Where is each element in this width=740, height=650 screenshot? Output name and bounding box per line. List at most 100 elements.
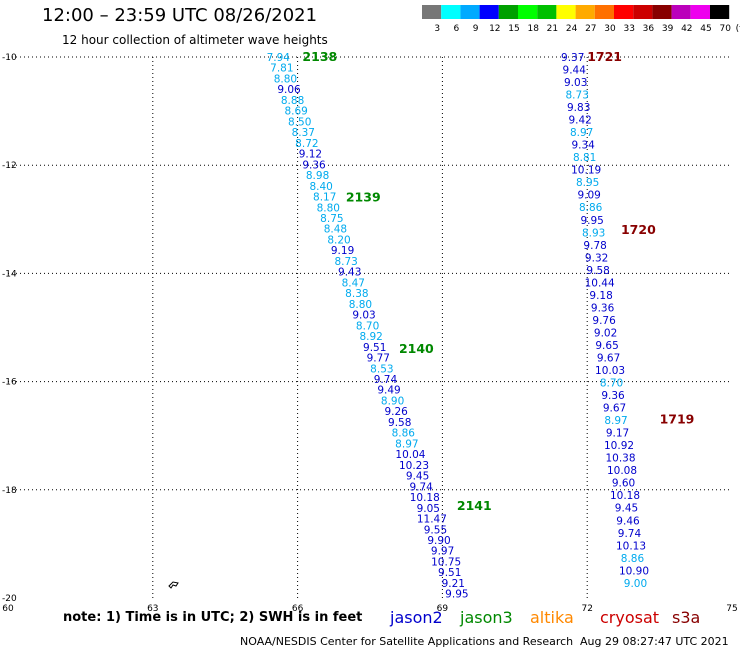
lon-tick: 66 (292, 604, 304, 614)
wave-height-value: 8.97 (395, 438, 418, 450)
lon-tick: 60 (2, 604, 14, 614)
wave-height-value: 9.97 (431, 546, 454, 558)
wave-height-value: 9.95 (580, 215, 603, 227)
wave-height-value: 9.36 (601, 390, 625, 402)
legend-label: 39 (662, 24, 674, 34)
wave-height-value: 8.73 (566, 90, 589, 102)
legend-swatch (671, 5, 691, 19)
wave-height-value: 9.44 (563, 65, 587, 77)
wave-height-value: 9.67 (597, 352, 620, 364)
wave-height-value: 10.13 (616, 540, 646, 552)
pass-labels: 2138 2139 2140 2141 1721 1720 1719 (302, 49, 694, 513)
wave-height-value: 8.80 (274, 73, 297, 85)
wave-height-value: 9.90 (427, 535, 450, 547)
wave-height-value: 9.21 (442, 578, 465, 590)
wave-height-value: 9.09 (577, 190, 600, 202)
wave-height-value: 9.60 (612, 478, 635, 490)
legend-label: 24 (566, 24, 578, 34)
wave-height-value: 8.93 (582, 227, 605, 239)
legend-swatch (614, 5, 634, 19)
wave-height-value: 9.74 (374, 374, 398, 386)
wave-height-value: 9.32 (585, 252, 608, 264)
wave-height-value: 8.90 (381, 395, 404, 407)
wave-height-value: 9.46 (616, 515, 640, 527)
lat-tick: -12 (2, 161, 17, 171)
satellite-name-cryosat: cryosat (600, 608, 660, 627)
wave-height-value: 10.18 (410, 492, 440, 504)
satellite-name-altika: altika (530, 608, 574, 627)
wave-height-value: 8.72 (295, 138, 318, 150)
wave-height-value: 9.67 (603, 403, 626, 415)
lat-tick: -20 (2, 594, 17, 604)
wave-height-value: 8.95 (576, 177, 599, 189)
wave-height-value: 8.38 (345, 288, 368, 300)
legend-label: 36 (643, 24, 655, 34)
wave-height-value: 8.20 (327, 234, 350, 246)
wave-height-value: 9.34 (571, 140, 595, 152)
wave-height-value: 9.00 (624, 578, 647, 590)
legend-label: 45 (700, 24, 711, 34)
satellite-name-s3a: s3a (672, 608, 701, 627)
wave-height-value: 7.81 (270, 63, 293, 75)
wave-height-value: 9.74 (409, 481, 433, 493)
wave-height-value: 8.70 (600, 378, 623, 390)
lon-tick: 75 (726, 604, 737, 614)
pass-number-label: 2139 (346, 190, 381, 205)
legend-swatch (690, 5, 710, 19)
wave-height-value: 9.02 (594, 327, 617, 339)
wave-height-value: 9.77 (367, 353, 390, 365)
wave-height-value: 10.90 (619, 565, 649, 577)
lat-tick: -14 (2, 269, 17, 279)
legend-label: 9 (473, 24, 479, 34)
wave-height-value: 9.37 (561, 52, 584, 64)
map-grid (8, 56, 732, 598)
legend-unit: (ft) (736, 24, 740, 34)
legend-swatch (537, 5, 557, 19)
pass-number-label: 2141 (457, 498, 492, 513)
wave-height-value: 8.86 (621, 553, 645, 565)
wave-height-value: 9.74 (618, 528, 642, 540)
wave-height-value: 10.03 (595, 365, 625, 377)
wave-height-value: 8.47 (342, 277, 365, 289)
wave-height-value: 8.80 (349, 299, 372, 311)
legend-swatch (575, 5, 595, 19)
legend-swatch (652, 5, 672, 19)
wave-height-value: 8.92 (359, 331, 382, 343)
pass-number-label: 1720 (621, 222, 656, 237)
wave-height-value: 9.78 (583, 240, 606, 252)
legend-swatch (498, 5, 518, 19)
wave-height-value: 9.12 (299, 149, 322, 161)
legend-swatch (556, 5, 576, 19)
legend-swatch (441, 5, 461, 19)
satellite-name-jason2: jason2 (390, 608, 443, 627)
wave-height-value: 8.75 (320, 213, 343, 225)
wave-height-value: 8.48 (324, 224, 347, 236)
legend-swatch (460, 5, 480, 19)
wave-height-value: 7.94 (267, 52, 291, 64)
wave-height-value: 9.06 (277, 84, 301, 96)
footer-credit: NOAA/NESDIS Center for Satellite Applica… (240, 635, 574, 648)
legend-label: 30 (604, 24, 616, 34)
wave-height-value: 10.92 (604, 440, 634, 452)
wave-height-value: 9.45 (615, 503, 638, 515)
wave-height-tracks: 7.947.818.809.068.888.698.508.378.729.12… (267, 52, 649, 601)
wave-height-value: 9.42 (568, 115, 591, 127)
wave-height-value: 9.03 (564, 77, 587, 89)
wave-height-value: 8.86 (579, 202, 603, 214)
wave-height-value: 9.05 (417, 503, 440, 515)
wave-height-value: 8.69 (284, 106, 307, 118)
wave-height-value: 9.26 (384, 406, 408, 418)
wave-height-value: 8.81 (573, 152, 596, 164)
wave-height-value: 9.51 (438, 567, 461, 579)
wave-height-value: 8.70 (356, 320, 379, 332)
wave-height-value: 8.50 (288, 116, 311, 128)
wave-height-value: 9.19 (331, 245, 354, 257)
wave-height-value: 9.58 (388, 417, 411, 429)
legend-label: 70 (719, 24, 731, 34)
wave-height-value: 10.44 (585, 277, 615, 289)
wave-height-value: 8.88 (281, 95, 304, 107)
pass-number-label: 1721 (587, 49, 622, 64)
legend-label: 33 (623, 24, 634, 34)
lon-tick: 63 (147, 604, 158, 614)
wave-height-value: 9.03 (352, 310, 375, 322)
